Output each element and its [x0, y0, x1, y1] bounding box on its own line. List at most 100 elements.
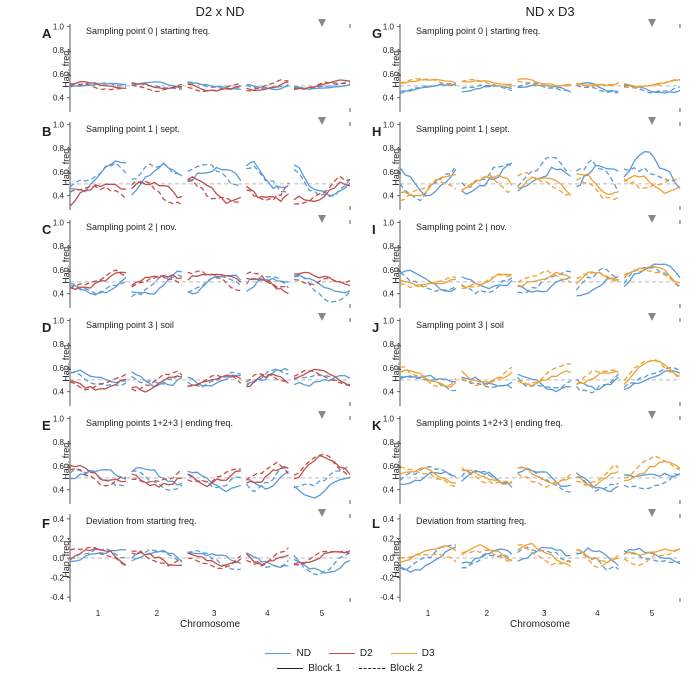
svg-text:1.0: 1.0 [383, 22, 395, 31]
panel-plot: 0.40.60.81.0 [70, 24, 350, 117]
x-axis-label: Chromosome [180, 619, 240, 630]
svg-text:0.4: 0.4 [53, 192, 65, 201]
svg-text:-0.4: -0.4 [380, 593, 394, 602]
y-axis-label: Hap. freq. [61, 342, 71, 382]
svg-text:0.4: 0.4 [53, 94, 65, 103]
panel-plot: 0.40.60.81.0 [70, 220, 350, 313]
column-title-right: ND x D3 [400, 4, 700, 19]
svg-text:1.0: 1.0 [383, 414, 395, 423]
panel-I: IHap. freq.Sampling point 2 | nov.0.40.6… [400, 220, 680, 308]
svg-text:0.4: 0.4 [383, 515, 395, 524]
svg-text:2: 2 [155, 609, 160, 618]
panel-D: DHap. freq.Sampling point 3 | soil0.40.6… [70, 318, 350, 406]
svg-text:-0.4: -0.4 [50, 593, 64, 602]
panel-plot: 0.40.60.81.0 [400, 24, 680, 117]
panel-label: L [372, 516, 380, 531]
panel-label: J [372, 320, 379, 335]
legend-swatch-block1 [277, 668, 303, 669]
panel-A: AHap. freq.Sampling point 0 | starting f… [70, 24, 350, 112]
legend-label-block1: Block 1 [308, 663, 341, 674]
legend-label-block2: Block 2 [390, 663, 423, 674]
legend-item-d3: D3 [391, 648, 435, 659]
panel-label: G [372, 26, 382, 41]
svg-text:1.0: 1.0 [53, 218, 65, 227]
legend-label-d3: D3 [422, 648, 435, 659]
svg-text:4: 4 [265, 609, 270, 618]
panel-B: BHap. freq.Sampling point 1 | sept.0.40.… [70, 122, 350, 210]
panel-G: GHap. freq.Sampling point 0 | starting f… [400, 24, 680, 112]
svg-text:1.0: 1.0 [53, 414, 65, 423]
panel-J: JHap. freq.Sampling point 3 | soil0.40.6… [400, 318, 680, 406]
panel-label: F [42, 516, 50, 531]
x-axis-label: Chromosome [510, 619, 570, 630]
panel-plot: 0.40.60.81.0 [400, 122, 680, 215]
panel-F: FHap. freq.Deviation from starting freq.… [70, 514, 350, 602]
svg-text:0.4: 0.4 [53, 486, 65, 495]
y-axis-label: Hap. freq. [391, 440, 401, 480]
panel-plot: 0.40.60.81.0 [70, 122, 350, 215]
y-axis-label: Hap. freq. [391, 244, 401, 284]
legend: ND D2 D3 Block 1 Block 2 [0, 646, 700, 674]
legend-swatch-d3 [391, 653, 417, 654]
panel-subtitle: Sampling point 2 | nov. [416, 222, 507, 232]
svg-text:0.4: 0.4 [383, 94, 395, 103]
y-axis-label: Hap. freq. [61, 48, 71, 88]
svg-text:0.4: 0.4 [53, 388, 65, 397]
svg-text:1.0: 1.0 [383, 120, 395, 129]
legend-item-d2: D2 [329, 648, 373, 659]
panel-subtitle: Sampling point 3 | soil [416, 320, 504, 330]
panel-subtitle: Sampling points 1+2+3 | ending freq. [416, 418, 563, 428]
legend-item-block2: Block 2 [359, 663, 423, 674]
panel-subtitle: Sampling point 1 | sept. [416, 124, 510, 134]
panel-plot: 0.40.60.81.0 [400, 318, 680, 411]
panel-K: KHap. freq.Sampling points 1+2+3 | endin… [400, 416, 680, 504]
panel-subtitle: Sampling point 0 | starting freq. [416, 26, 540, 36]
panel-plot: 0.40.60.81.0 [70, 416, 350, 509]
y-axis-label: Hap. freq. [61, 440, 71, 480]
panel-label: D [42, 320, 51, 335]
panel-subtitle: Sampling point 2 | nov. [86, 222, 177, 232]
panel-subtitle: Deviation from starting freq. [86, 516, 197, 526]
panel-plot: 0.40.60.81.0 [70, 318, 350, 411]
panel-label: K [372, 418, 381, 433]
panel-label: I [372, 222, 376, 237]
y-axis-label: Hap. freq. [391, 146, 401, 186]
svg-text:5: 5 [320, 609, 325, 618]
svg-text:1.0: 1.0 [53, 22, 65, 31]
legend-swatch-nd [265, 653, 291, 654]
svg-text:0.4: 0.4 [383, 486, 395, 495]
panel-label: A [42, 26, 51, 41]
legend-item-nd: ND [265, 648, 310, 659]
panel-plot: -0.4-0.20.00.20.412345 [70, 514, 350, 607]
y-axis-label: Hap. freq. [391, 48, 401, 88]
panel-label: H [372, 124, 381, 139]
y-axis-label: Hap. freq. [61, 538, 71, 578]
panel-plot: -0.4-0.20.00.20.412345 [400, 514, 680, 607]
svg-text:3: 3 [542, 609, 547, 618]
legend-swatch-block2 [359, 668, 385, 669]
panel-subtitle: Sampling points 1+2+3 | ending freq. [86, 418, 233, 428]
legend-swatch-d2 [329, 653, 355, 654]
panel-label: E [42, 418, 51, 433]
svg-text:0.4: 0.4 [53, 515, 65, 524]
svg-text:0.4: 0.4 [383, 388, 395, 397]
legend-label-nd: ND [296, 648, 310, 659]
svg-text:1: 1 [426, 609, 431, 618]
svg-text:0.4: 0.4 [383, 290, 395, 299]
panel-subtitle: Sampling point 0 | starting freq. [86, 26, 210, 36]
legend-row-series: ND D2 D3 [265, 648, 434, 659]
svg-text:2: 2 [485, 609, 490, 618]
panel-H: HHap. freq.Sampling point 1 | sept.0.40.… [400, 122, 680, 210]
svg-text:1.0: 1.0 [383, 316, 395, 325]
svg-text:3: 3 [212, 609, 217, 618]
column-title-left: D2 x ND [70, 4, 370, 19]
panel-E: EHap. freq.Sampling points 1+2+3 | endin… [70, 416, 350, 504]
legend-label-d2: D2 [360, 648, 373, 659]
panel-label: B [42, 124, 51, 139]
panel-plot: 0.40.60.81.0 [400, 220, 680, 313]
y-axis-label: Hap. freq. [61, 244, 71, 284]
y-axis-label: Hap. freq. [391, 538, 401, 578]
legend-row-blocks: Block 1 Block 2 [277, 663, 423, 674]
svg-text:4: 4 [595, 609, 600, 618]
svg-text:5: 5 [650, 609, 655, 618]
